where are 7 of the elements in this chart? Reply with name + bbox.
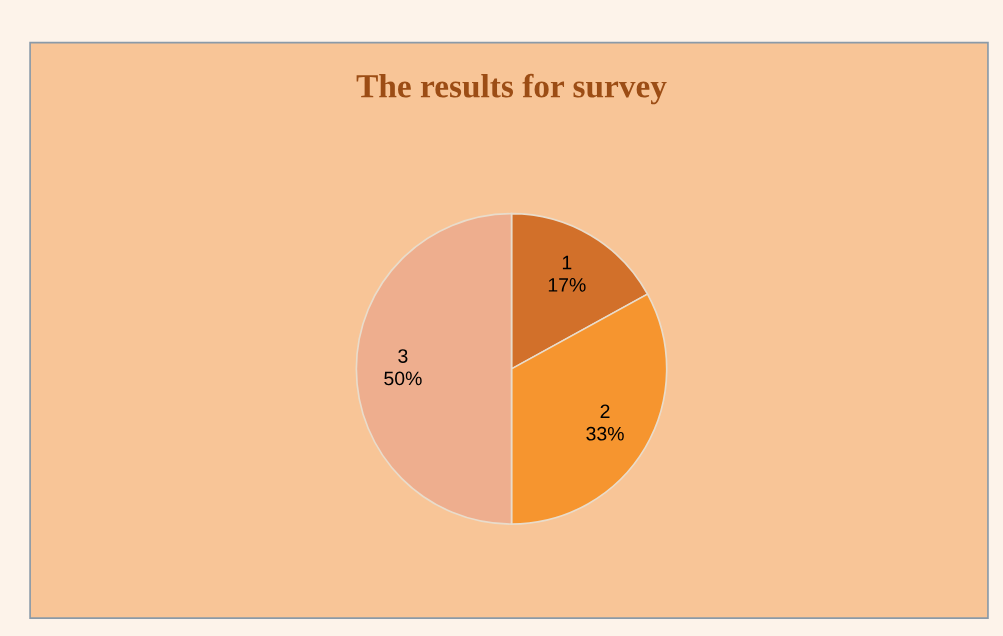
slice-label: 2	[600, 404, 610, 419]
data-label: 33%	[586, 426, 624, 441]
data-label: 50%	[384, 371, 422, 386]
slice-label: 1	[562, 255, 572, 270]
data-label: 17%	[548, 278, 586, 292]
chart-title: The results for survey	[356, 73, 667, 105]
slice-label: 3	[398, 349, 408, 363]
